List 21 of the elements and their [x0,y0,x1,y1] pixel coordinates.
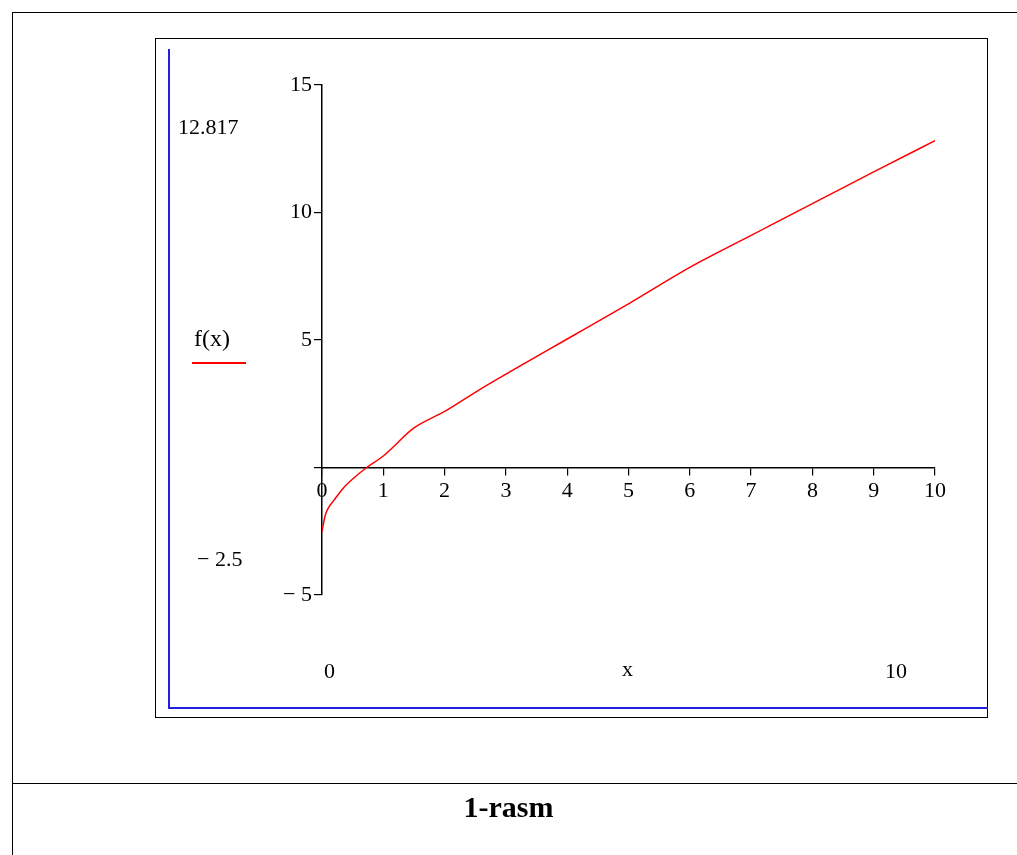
text: − 2.5 [197,546,243,571]
x-tick-label: 3 [500,477,512,503]
text: 12.817 [178,114,239,139]
x-tick-label: 1 [377,477,389,503]
x-tick-label: 5 [623,477,634,503]
text: f(x) [192,325,246,364]
x-tick-label: 9 [868,477,880,503]
text: 10 [885,658,907,683]
x-axis-title: x [622,656,633,681]
y-tick-label: − 5 [283,580,312,606]
y-tick-label: 15 [290,70,312,96]
text: 1-rasm [462,790,555,823]
x-tick-label: 4 [561,477,573,503]
x-tick-label: 10 [924,477,946,503]
x-tick-label: 8 [806,477,818,503]
text: 0 [324,658,335,683]
x-tick-label: 2 [439,477,451,503]
y-tick-label: 5 [301,325,312,351]
x-tick-label: 6 [684,477,696,503]
y-tick-label: 10 [290,198,312,224]
x-tick-label: 7 [745,477,757,503]
